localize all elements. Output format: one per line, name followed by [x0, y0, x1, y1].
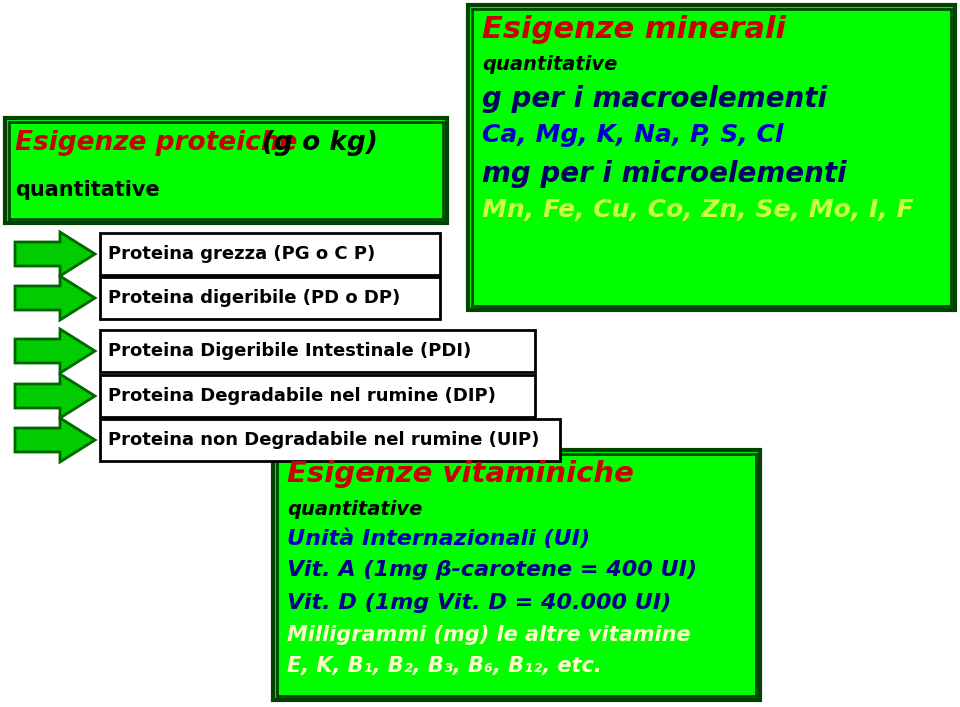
- Text: Unità Internazionali (UI): Unità Internazionali (UI): [287, 528, 590, 549]
- Text: Proteina Degradabile nel rumine (DIP): Proteina Degradabile nel rumine (DIP): [108, 387, 496, 405]
- FancyBboxPatch shape: [100, 277, 440, 319]
- Text: Esigenze minerali: Esigenze minerali: [482, 15, 786, 44]
- Text: (g o kg): (g o kg): [253, 130, 377, 156]
- Polygon shape: [15, 329, 95, 373]
- Polygon shape: [15, 418, 95, 462]
- FancyBboxPatch shape: [273, 450, 760, 700]
- Text: quantitative: quantitative: [287, 500, 422, 519]
- Text: Ca, Mg, K, Na, P, S, Cl: Ca, Mg, K, Na, P, S, Cl: [482, 123, 783, 147]
- FancyBboxPatch shape: [100, 233, 440, 275]
- FancyBboxPatch shape: [468, 5, 955, 310]
- FancyBboxPatch shape: [100, 330, 535, 372]
- Text: quantitative: quantitative: [482, 55, 617, 74]
- Text: Vit. D (1mg Vit. D = 40.000 UI): Vit. D (1mg Vit. D = 40.000 UI): [287, 593, 671, 613]
- Text: Proteina digeribile (PD o DP): Proteina digeribile (PD o DP): [108, 289, 400, 307]
- Text: Proteina non Degradabile nel rumine (UIP): Proteina non Degradabile nel rumine (UIP…: [108, 431, 540, 449]
- Text: Esigenze vitaminiche: Esigenze vitaminiche: [287, 460, 634, 488]
- Polygon shape: [15, 374, 95, 418]
- FancyBboxPatch shape: [100, 419, 560, 461]
- Text: Mn, Fe, Cu, Co, Zn, Se, Mo, I, F: Mn, Fe, Cu, Co, Zn, Se, Mo, I, F: [482, 198, 914, 222]
- Text: Proteina grezza (PG o C P): Proteina grezza (PG o C P): [108, 245, 375, 263]
- Polygon shape: [15, 276, 95, 320]
- Text: mg per i microelementi: mg per i microelementi: [482, 160, 847, 188]
- FancyBboxPatch shape: [5, 118, 447, 223]
- Text: Milligrammi (mg) le altre vitamine: Milligrammi (mg) le altre vitamine: [287, 625, 690, 645]
- Polygon shape: [15, 232, 95, 276]
- Text: g per i macroelementi: g per i macroelementi: [482, 85, 827, 113]
- Text: E, K, B₁, B₂, B₃, B₆, B₁₂, etc.: E, K, B₁, B₂, B₃, B₆, B₁₂, etc.: [287, 656, 602, 676]
- FancyBboxPatch shape: [100, 375, 535, 417]
- Text: Proteina Digeribile Intestinale (PDI): Proteina Digeribile Intestinale (PDI): [108, 342, 471, 360]
- Text: Esigenze proteiche: Esigenze proteiche: [15, 130, 298, 156]
- Text: quantitative: quantitative: [15, 180, 159, 200]
- Text: Vit. A (1mg β-carotene = 400 UI): Vit. A (1mg β-carotene = 400 UI): [287, 560, 697, 580]
